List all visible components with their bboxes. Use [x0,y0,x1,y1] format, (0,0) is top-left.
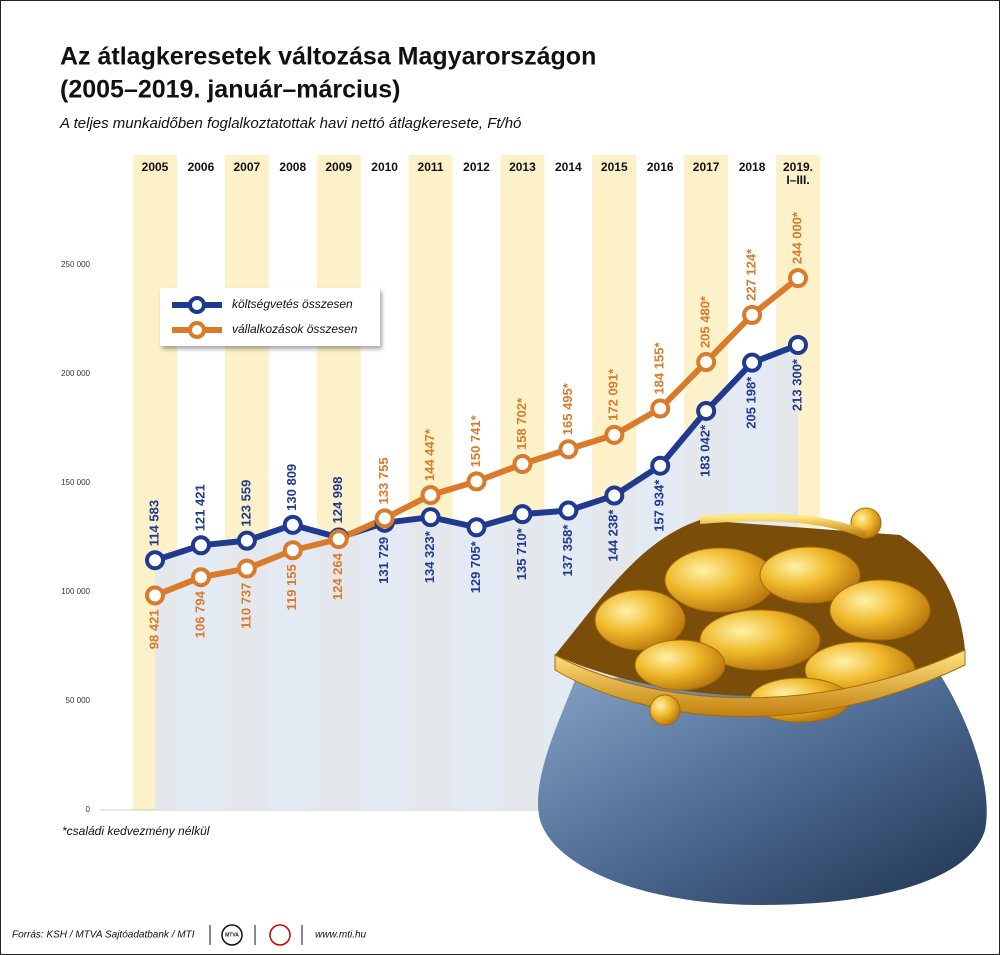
logo [221,924,243,946]
value-label: 106 794 [192,590,207,638]
value-label: 213 300* [789,358,804,411]
x-tick-label: 2011 [417,160,444,174]
marker [696,352,717,373]
logo [269,924,291,946]
marker [512,454,533,475]
value-label: 98 421 [146,609,161,649]
value-label: 137 358* [560,524,575,577]
marker [650,455,671,476]
x-tick-label: 2013 [509,160,536,174]
value-label: 227 124* [744,248,759,301]
footnote: *családi kedvezmény nélkül [62,824,210,838]
value-label: 124 998 [330,477,345,524]
x-tick-label: 2014 [554,160,582,174]
value-label: 134 323* [422,530,437,583]
legend-label: költségvetés összesen [232,297,353,311]
value-label: 158 702* [514,397,529,450]
marker [236,558,257,579]
logo-text: MTVA [225,932,239,938]
marker [788,268,808,289]
x-tick-label: 2016 [646,160,674,174]
marker [420,507,441,528]
marker [466,471,487,492]
purse-illustration [538,507,987,905]
value-label: 144 238* [606,509,621,562]
x-tick-label: 2007 [233,160,261,174]
value-label: 123 559 [238,480,253,527]
value-label: 135 710* [514,527,529,580]
value-label: 114 583 [146,500,161,546]
x-tick-label: 2006 [187,160,215,174]
value-label: 165 495* [560,382,575,435]
marker [236,530,257,551]
marker [696,400,717,421]
value-label: 205 198* [744,376,759,429]
marker [742,352,763,373]
x-tick-label: 2018 [738,160,766,174]
y-tick-label: 200 000 [61,369,90,378]
marker [420,485,441,506]
chart-subtitle: A teljes munkaidőben foglalkoztatottak h… [59,115,521,132]
marker [328,529,349,550]
marker [282,514,303,535]
x-tick-label: 2012 [463,160,490,174]
value-label: 244 000* [789,211,804,264]
value-label: 124 264 [330,552,345,600]
x-tick-label: 2009 [325,160,353,174]
marker [650,398,671,419]
marker [512,504,533,525]
marker [558,439,579,460]
value-label: 172 091* [606,368,621,421]
marker [282,540,303,561]
value-label: 205 480* [698,295,713,348]
marker [604,424,625,445]
x-tick-label: 2010 [371,160,398,174]
marker [374,508,395,529]
value-label: 183 042* [698,424,713,477]
value-label: 150 741* [468,414,483,467]
legend-marker [188,321,206,339]
value-label: 184 155* [652,342,667,395]
marker [145,550,165,571]
marker [466,517,487,538]
chart-title: (2005–2019. január–március) [60,76,401,104]
y-tick-label: 250 000 [61,260,90,269]
y-tick-label: 50 000 [66,696,91,705]
value-label: 133 755 [376,457,391,504]
value-label: 119 155 [284,564,299,610]
x-tick-label: 2017 [692,160,720,174]
value-label: 157 934* [652,479,667,532]
marker [190,567,211,588]
value-label: 131 729 [376,537,391,584]
marker [190,535,211,556]
value-label: 144 447* [422,428,437,481]
value-label: 121 421 [192,484,207,531]
legend-label: vállalkozások összesen [232,322,358,336]
x-tick-label: 2005 [141,160,169,174]
marker [604,485,625,506]
website: www.mti.hu [315,930,367,941]
x-tick-label: 2015 [600,160,628,174]
x-tick-label: 2008 [279,160,307,174]
marker [145,585,165,606]
marker [558,500,579,521]
value-label: 129 705* [468,540,483,593]
marker [788,335,808,356]
y-tick-label: 150 000 [61,478,90,487]
marker [742,304,763,325]
y-tick-label: 0 [86,805,91,814]
value-label: 110 737 [238,583,253,629]
value-label: 130 809 [284,464,299,511]
source: Forrás: KSH / MTVA Sajtóadatbank / MTI [12,930,195,941]
legend-marker [188,296,206,314]
y-tick-label: 100 000 [61,587,90,596]
chart-title: Az átlagkeresetek változása Magyarország… [60,43,596,71]
x-tick-label: 2019. I–III. [782,160,814,187]
